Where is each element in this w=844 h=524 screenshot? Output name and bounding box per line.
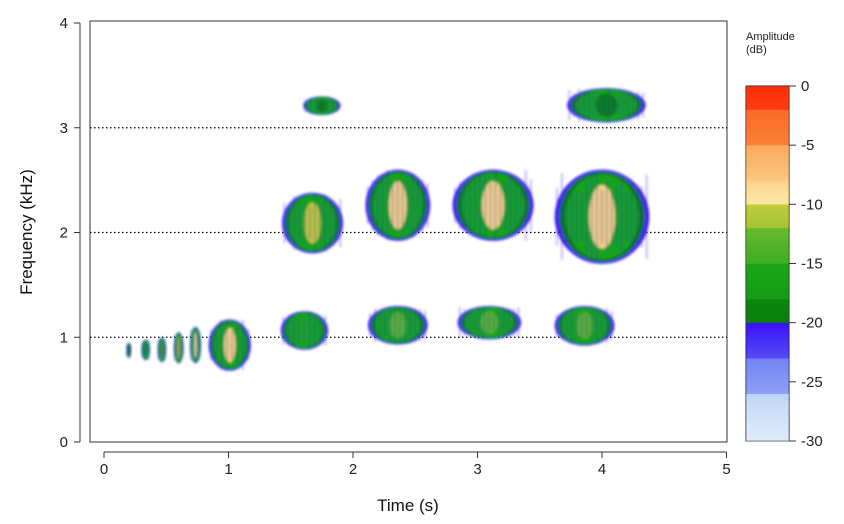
x-axis: 0 1 2 3 4 5: [100, 451, 731, 478]
sound-event: [208, 319, 251, 371]
x-tick-label: 1: [224, 461, 232, 478]
colorbar-band: [746, 346, 789, 359]
colorbar-band: [746, 239, 789, 252]
colorbar-tick-label: -15: [801, 256, 823, 273]
colorbar-band: [746, 192, 789, 205]
colorbar-bands: [746, 86, 789, 442]
colorbar-tick-label: -30: [801, 433, 823, 450]
colorbar-band: [746, 370, 789, 383]
y-axis-title: Frequency (kHz): [17, 169, 36, 295]
colorbar-band: [746, 168, 789, 181]
sound-event: [282, 192, 344, 254]
colorbar-band: [746, 322, 789, 335]
x-tick-label: 0: [100, 461, 108, 478]
sound-event: [303, 96, 341, 116]
sound-event: [554, 169, 650, 264]
colorbar-band: [746, 381, 789, 394]
sound-event: [367, 305, 428, 345]
sound-event: [157, 337, 167, 363]
sound-event: [452, 169, 534, 241]
colorbar-title: Amplitude: [746, 31, 795, 43]
colorbar-band: [746, 180, 789, 193]
colorbar-band: [746, 97, 789, 110]
y-tick-label: 0: [60, 434, 68, 451]
colorbar-band: [746, 145, 789, 158]
colorbar-ticks: 0 -5 -10 -15 -20 -25 -30: [789, 78, 823, 450]
colorbar-band: [746, 405, 789, 418]
sound-event: [365, 169, 431, 241]
colorbar-band: [746, 251, 789, 264]
y-tick-label: 4: [60, 15, 68, 32]
colorbar-band: [746, 86, 789, 99]
y-tick-label: 3: [60, 120, 68, 137]
colorbar-tick-label: -5: [801, 137, 814, 154]
colorbar-band: [746, 358, 789, 371]
x-axis-title: Time (s): [377, 496, 439, 515]
colorbar-band: [746, 157, 789, 170]
colorbar-band: [746, 287, 789, 300]
x-tick-label: 3: [473, 461, 481, 478]
sound-event: [280, 311, 329, 350]
y-axis: 0 1 2 3 4: [60, 15, 81, 451]
colorbar-band: [746, 216, 789, 229]
sound-event: [189, 326, 202, 364]
colorbar-band: [746, 121, 789, 134]
colorbar-band: [746, 263, 789, 276]
colorbar-band: [746, 393, 789, 406]
colorbar-unit: (dB): [746, 44, 767, 56]
sound-event: [173, 332, 184, 364]
colorbar-band: [746, 204, 789, 217]
colorbar-band: [746, 334, 789, 347]
sound-event: [567, 87, 646, 123]
colorbar-band: [746, 228, 789, 241]
colorbar-band: [746, 429, 789, 442]
sound-event: [554, 305, 615, 346]
colorbar-tick-label: -20: [801, 315, 823, 332]
x-tick-label: 5: [722, 461, 730, 478]
colorbar-band: [746, 299, 789, 312]
sound-events: [126, 87, 650, 371]
sound-event: [457, 305, 522, 340]
colorbar-band: [746, 310, 789, 323]
colorbar-tick-label: 0: [801, 78, 809, 95]
colorbar-band: [746, 275, 789, 288]
y-tick-label: 1: [60, 329, 68, 346]
colorbar-band: [746, 109, 789, 122]
sound-event: [126, 342, 132, 359]
x-tick-label: 2: [349, 461, 357, 478]
y-tick-label: 2: [60, 225, 68, 242]
colorbar-band: [746, 133, 789, 146]
colorbar-tick-label: -10: [801, 196, 823, 213]
colorbar-band: [746, 417, 789, 430]
x-tick-label: 4: [598, 461, 606, 478]
colorbar-tick-label: -25: [801, 374, 823, 391]
sound-event: [141, 339, 151, 361]
